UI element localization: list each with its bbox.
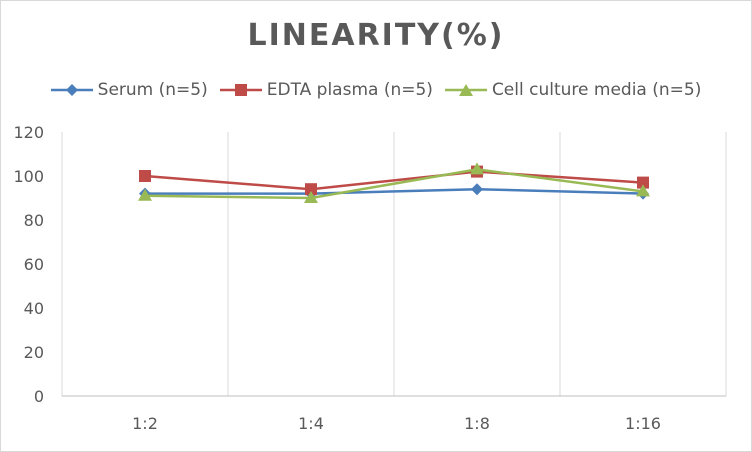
legend-swatch-serum <box>50 84 93 96</box>
x-tick-label: 1:8 <box>464 414 490 433</box>
series-line-0 <box>145 187 644 195</box>
y-tick-label: 40 <box>24 299 44 318</box>
data-point-2 <box>138 188 152 201</box>
data-point-2 <box>470 162 484 175</box>
legend-item-cell-culture: Cell culture media (n=5) <box>444 80 702 100</box>
legend-item-edta: EDTA plasma (n=5) <box>219 80 433 100</box>
chart-title: LINEARITY(%) <box>247 18 505 53</box>
x-tick-label: 1:2 <box>132 414 158 433</box>
data-point-2 <box>304 191 318 203</box>
x-tick-label: 1:16 <box>625 414 661 433</box>
legend-swatch-edta <box>219 84 262 96</box>
y-tick-label: 0 <box>34 387 44 406</box>
y-tick-label: 80 <box>24 211 44 230</box>
series-line-1 <box>144 170 644 191</box>
legend-label-edta: EDTA plasma (n=5) <box>266 80 433 100</box>
data-point-1 <box>139 170 151 182</box>
y-tick-label: 120 <box>13 123 44 142</box>
legend-item-serum: Serum (n=5) <box>50 80 208 100</box>
data-point-1 <box>637 176 649 189</box>
y-tick-label: 20 <box>24 343 44 362</box>
y-tick-label: 60 <box>24 255 44 274</box>
data-point-1 <box>305 183 317 196</box>
series-line-2 <box>144 168 644 200</box>
legend-label-serum: Serum (n=5) <box>97 80 208 100</box>
legend: Serum (n=5) EDTA plasma (n=5) Cell cultu… <box>0 80 752 100</box>
x-tick-label: 1:4 <box>298 414 324 433</box>
legend-swatch-cell-culture <box>444 84 487 96</box>
y-tick-label: 100 <box>13 167 44 186</box>
data-point-2 <box>636 184 650 197</box>
legend-label-cell-culture: Cell culture media (n=5) <box>491 80 702 100</box>
data-point-0 <box>471 183 483 196</box>
